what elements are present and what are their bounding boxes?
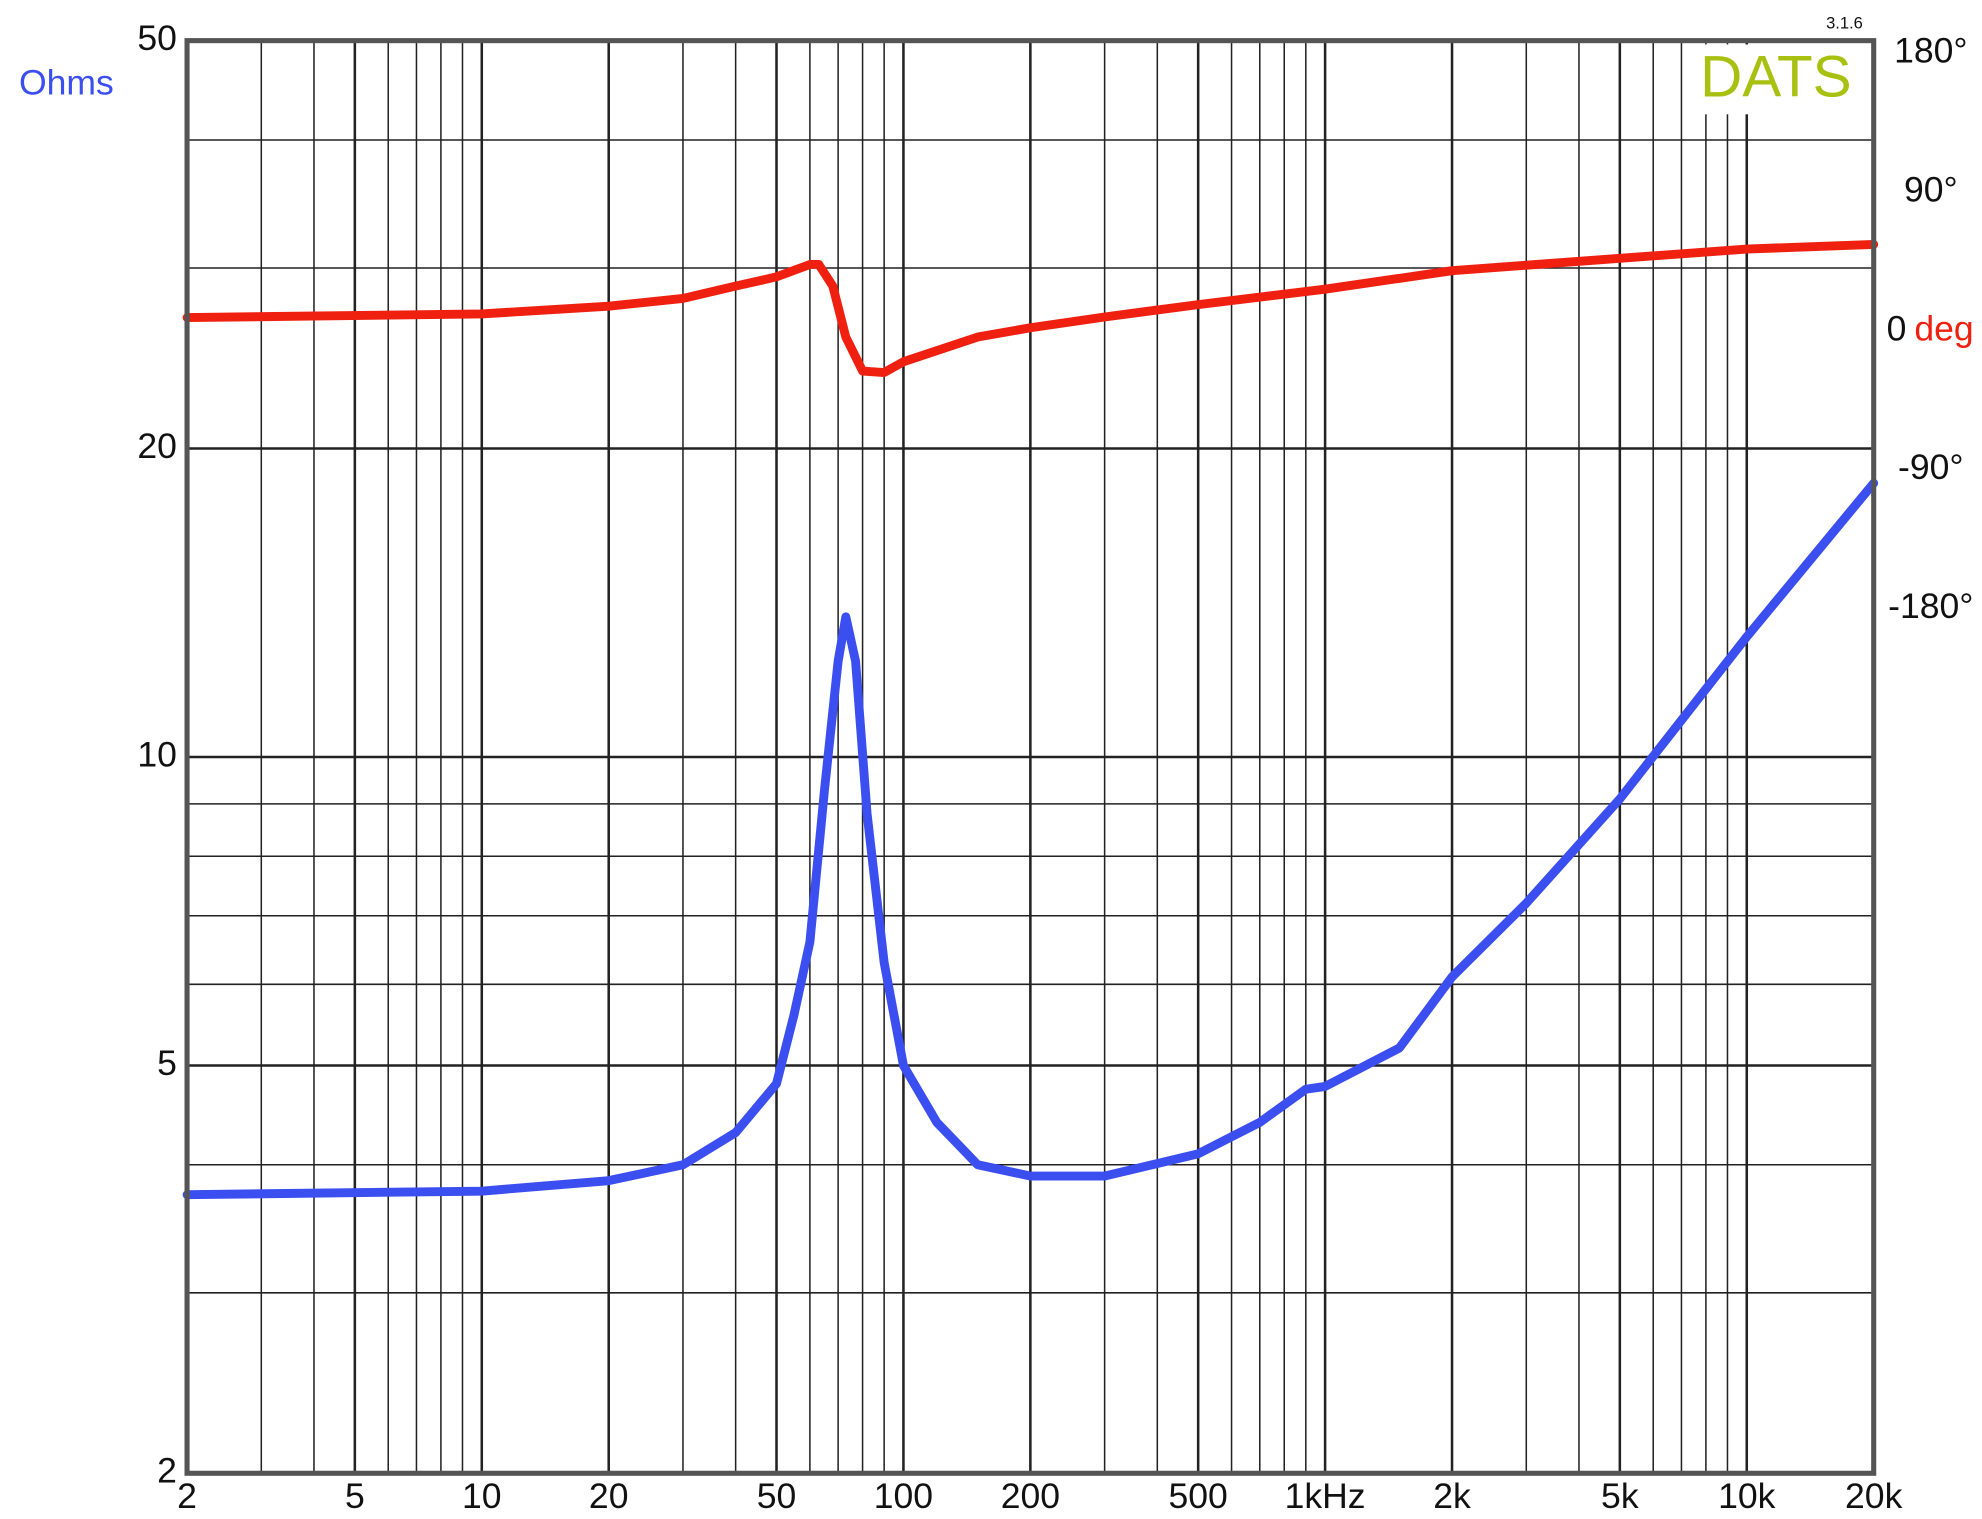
y2-tick-label: 0 [1887, 308, 1907, 348]
y2-tick-label: 90° [1904, 169, 1958, 209]
watermark-box [1699, 44, 1855, 115]
x-tick-label: 20 [589, 1476, 629, 1516]
x-tick-label: 500 [1169, 1476, 1228, 1516]
x-tick-label: 20k [1845, 1476, 1903, 1516]
x-tick-label: 5 [345, 1476, 365, 1516]
series-line [182, 239, 1879, 378]
version: 3.1.6 [1826, 14, 1863, 32]
plot-frame [184, 38, 1877, 1476]
x-tick-label: 200 [1001, 1476, 1060, 1516]
y-tick-label: 2 [157, 1451, 177, 1491]
y-tick-label: 20 [137, 426, 177, 466]
y2-tick-label: -90° [1898, 447, 1964, 487]
y-axis-label: Ohms [19, 62, 114, 102]
x-tick-label: 10 [462, 1476, 502, 1516]
y-tick-label: 10 [137, 734, 177, 774]
watermark: DATS [1700, 45, 1851, 110]
x-tick-label: 2k [1433, 1476, 1471, 1516]
series-line [182, 478, 1879, 1200]
x-tick-label: 100 [874, 1476, 933, 1516]
y2-axis-label: deg [1914, 308, 1973, 348]
y-tick-label: 50 [137, 18, 177, 58]
x-tick-label: 50 [757, 1476, 797, 1516]
y2-tick-label: 180° [1894, 30, 1968, 70]
x-tick-label: 2 [177, 1476, 197, 1516]
x-tick-label: 5k [1601, 1476, 1639, 1516]
y2-tick-label: -180° [1888, 586, 1973, 626]
x-tick-label: 10k [1718, 1476, 1776, 1516]
x-tick-label: 1kHz [1285, 1476, 1366, 1516]
y-tick-label: 5 [157, 1043, 177, 1083]
